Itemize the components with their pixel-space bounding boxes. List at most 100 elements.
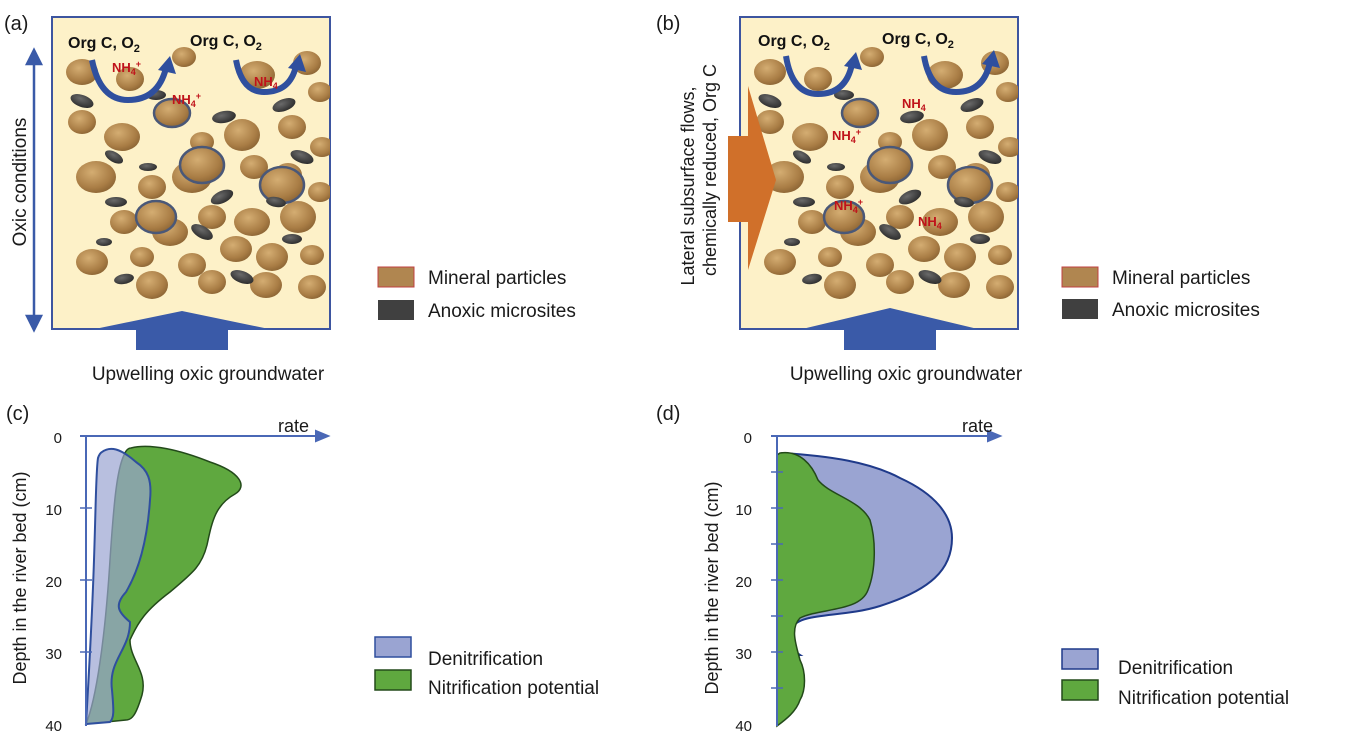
mineral-particle-rimmed [822, 199, 866, 235]
mineral-particle [136, 271, 168, 299]
anoxic-microsite [212, 110, 236, 124]
anoxic-microsite [758, 94, 782, 108]
y-tick-d-20: 20 [735, 574, 752, 591]
mineral-particle [138, 175, 166, 199]
mineral-particle [116, 67, 144, 91]
axes-d [771, 429, 1003, 726]
exchange-arrow-right-a [233, 59, 299, 96]
upwelling-arrow-a [90, 311, 274, 350]
mineral-particle-rimmed [258, 165, 306, 205]
mineral-particle [198, 205, 226, 229]
panel-b: (b) Lateral subsurface flows, chemically… [656, 13, 1260, 385]
mineral-particle-rimmed [178, 145, 226, 185]
anoxic-microsite [114, 273, 134, 285]
mineral-particle [172, 47, 196, 67]
mineral-particle [818, 247, 842, 267]
anoxic-microsite [70, 94, 94, 108]
mineral-particle-rimmed [866, 145, 914, 185]
mineral-particle [754, 59, 786, 85]
legend-swatch-anoxic-b [1062, 299, 1098, 319]
anoxic-microsite [918, 270, 942, 284]
particles-b [754, 47, 1018, 299]
mineral-particle [310, 137, 330, 157]
org-c-label-2-a: Org C, O2 [190, 33, 262, 53]
mineral-particle [998, 137, 1018, 157]
anoxic-microsite [970, 234, 990, 244]
legend-swatch-mineral-b [1061, 266, 1099, 288]
y-axis-label-c: Depth in the river bed (cm) [10, 471, 30, 684]
mineral-particle [280, 201, 316, 233]
mineral-particle [300, 245, 324, 265]
mineral-particle [110, 210, 138, 234]
mineral-particle [968, 201, 1004, 233]
y-tick-d-40: 40 [735, 718, 752, 735]
particles-a [66, 47, 330, 299]
exchange-arrow-left-b [783, 55, 855, 98]
mineral-particle [792, 123, 828, 151]
mineral-particle [860, 47, 884, 67]
anoxic-microsite [802, 273, 822, 285]
mineral-particle [966, 115, 994, 139]
anoxic-microsite [266, 196, 286, 208]
mineral-particle [986, 275, 1014, 299]
anoxic-microsite [290, 150, 314, 164]
anoxic-microsite [827, 163, 845, 171]
legend-label-nit-d: Nitrification potential [1118, 688, 1289, 709]
anoxic-microsite [282, 234, 302, 244]
legend-swatch-denit-d [1061, 648, 1099, 670]
anoxic-microsite [960, 98, 984, 112]
anoxic-microsite [898, 189, 922, 205]
anoxic-microsite [104, 150, 124, 164]
mineral-particle [76, 161, 116, 193]
panel-a: (a) Oxic conditions Org C, O2 Org C, O2 … [4, 13, 576, 385]
legend-label-anoxic-b: Anoxic microsites [1112, 300, 1260, 321]
panel-d: (d) Depth in the river bed (cm) rate 0 1… [656, 403, 1289, 735]
oxic-conditions-arrow [24, 47, 44, 333]
mineral-particle [928, 155, 956, 179]
mineral-particle [996, 82, 1018, 102]
mineral-particle [76, 249, 108, 275]
y-tick-c-0: 0 [54, 430, 62, 447]
mineral-particle [278, 115, 306, 139]
legend-swatch-mineral-a [377, 266, 415, 288]
mineral-particle [256, 243, 288, 271]
mineral-particle [66, 59, 98, 85]
mineral-particle [764, 249, 796, 275]
panel-b-label: (b) [656, 13, 680, 35]
nh4-label-2-b: NH4+ [832, 127, 861, 145]
y-tick-d-10: 10 [735, 502, 752, 519]
y-tick-d-0: 0 [744, 430, 752, 447]
mineral-particle [234, 208, 270, 236]
mineral-particle [308, 182, 330, 202]
mineral-particle [826, 175, 854, 199]
exchange-arrow-right-b [921, 55, 993, 96]
anoxic-microsite [784, 238, 800, 246]
mineral-particle [944, 243, 976, 271]
oxic-conditions-label: Oxic conditions [10, 118, 31, 247]
legend-label-mineral-b: Mineral particles [1112, 268, 1250, 289]
y-ticks-c: 0 10 20 30 40 [45, 430, 62, 735]
y-tick-c-10: 10 [45, 502, 62, 519]
mineral-particle [130, 247, 154, 267]
mineral-particle [922, 208, 958, 236]
nh4-label-2-a: NH4 [254, 74, 278, 91]
upwelling-arrow-b [798, 308, 982, 350]
rate-label-c: rate [278, 416, 309, 436]
legend-swatch-denit-c [374, 636, 412, 658]
anoxic-microsite [900, 110, 924, 124]
rate-label-d: rate [962, 416, 993, 436]
anoxic-microsite [879, 224, 901, 240]
mineral-particle-rimmed [946, 165, 994, 205]
mineral-particle [240, 155, 268, 179]
anoxic-microsite [792, 150, 812, 164]
anoxic-microsite [96, 238, 112, 246]
mineral-particle [996, 182, 1018, 202]
legend-swatch-anoxic-a [378, 300, 414, 320]
y-tick-d-30: 30 [735, 646, 752, 663]
anoxic-microsite [210, 189, 234, 205]
mineral-particle-rimmed [840, 97, 880, 129]
panel-a-label: (a) [4, 13, 28, 35]
nh4-label-3-b: NH4+ [834, 197, 863, 215]
legend-label-denit-c: Denitrification [428, 649, 543, 670]
